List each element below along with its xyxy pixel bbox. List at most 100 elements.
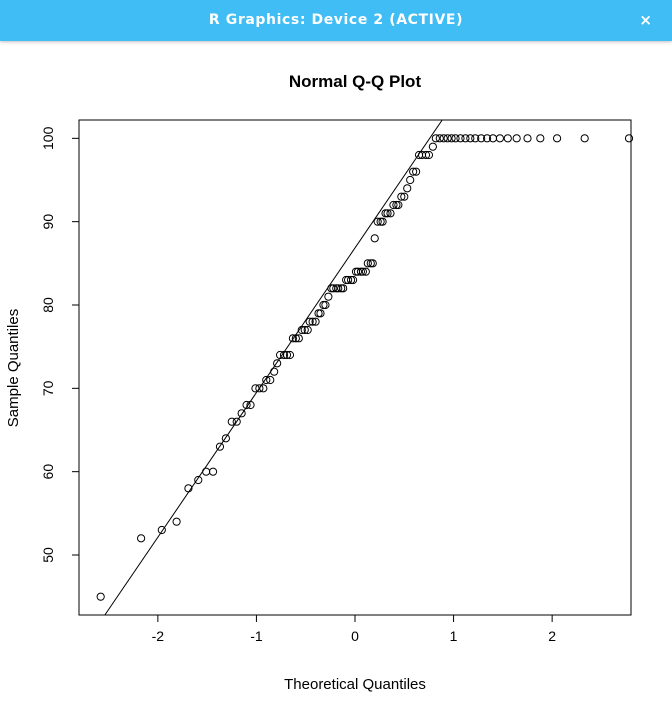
data-point <box>270 367 279 376</box>
data-point <box>184 484 193 493</box>
y-tick-label: 100 <box>40 126 56 150</box>
data-point <box>431 134 440 143</box>
data-point <box>266 375 275 385</box>
axes: -2 -1 0 1 2 50 60 70 80 90 100 <box>40 126 556 644</box>
data-point <box>227 417 236 426</box>
data-point <box>215 442 225 451</box>
data-point <box>443 134 452 143</box>
data-point <box>409 167 418 176</box>
data-point <box>300 325 309 335</box>
data-point <box>389 200 398 210</box>
x-tick-label: -1 <box>250 628 263 644</box>
window-title: R Graphics: Device 2 (ACTIVE) <box>208 12 464 28</box>
data-point <box>424 150 434 160</box>
data-point <box>262 375 271 385</box>
data-point <box>337 284 346 293</box>
data-point <box>344 275 353 285</box>
data-point <box>482 134 492 143</box>
data-point <box>406 175 415 185</box>
data-point <box>334 284 343 293</box>
y-tick-label: 80 <box>40 297 56 313</box>
data-point <box>451 134 460 143</box>
data-point <box>242 400 251 410</box>
data-point <box>580 134 589 143</box>
data-point <box>288 334 297 343</box>
data-point <box>314 309 323 318</box>
data-point <box>311 317 320 326</box>
data-point <box>353 267 363 276</box>
plot-frame <box>78 119 632 616</box>
data-point <box>329 284 338 293</box>
data-point <box>221 434 230 443</box>
x-tick-label: 1 <box>450 628 458 644</box>
close-icon[interactable]: × <box>639 11 652 29</box>
x-tick-label: 2 <box>548 628 556 644</box>
data-point <box>279 350 289 360</box>
data-point <box>194 475 203 485</box>
chart-title: Normal Q-Q Plot <box>289 72 422 91</box>
data-points <box>96 119 634 616</box>
data-point <box>282 350 292 360</box>
data-point <box>273 359 282 368</box>
y-axis-label: Sample Quantiles <box>5 309 22 427</box>
data-point <box>383 209 392 218</box>
data-point <box>378 217 387 226</box>
data-point <box>536 134 545 143</box>
data-point <box>394 200 403 210</box>
data-point <box>386 209 395 218</box>
y-tick-label: 70 <box>40 380 56 396</box>
data-point <box>368 259 377 268</box>
data-point <box>96 592 105 601</box>
data-point <box>157 525 166 535</box>
data-point <box>251 384 260 393</box>
data-point <box>339 284 348 293</box>
data-point <box>137 534 146 543</box>
data-point <box>512 134 521 143</box>
data-point <box>303 325 312 335</box>
data-point <box>552 134 562 143</box>
data-point <box>428 142 437 151</box>
data-point <box>321 300 330 310</box>
data-point <box>381 209 390 218</box>
data-point <box>255 384 264 393</box>
data-point <box>348 275 358 285</box>
data-point <box>471 134 480 143</box>
x-axis-label: Theoretical Quantiles <box>284 676 426 693</box>
data-point <box>370 234 379 243</box>
data-point <box>461 134 470 143</box>
data-point <box>259 384 268 393</box>
data-point <box>237 409 246 418</box>
data-point <box>495 134 504 143</box>
data-point <box>294 334 303 343</box>
y-tick-label: 60 <box>40 464 56 480</box>
data-point <box>172 517 181 526</box>
data-point <box>285 350 295 360</box>
data-point <box>324 292 333 301</box>
y-tick-label: 90 <box>40 214 56 230</box>
data-point <box>316 309 325 318</box>
data-point <box>346 275 356 285</box>
data-point <box>356 267 366 276</box>
data-point <box>392 200 401 210</box>
data-point <box>503 134 512 143</box>
data-point <box>208 467 218 476</box>
data-point <box>421 150 431 160</box>
data-point <box>624 134 634 143</box>
data-point <box>291 334 300 343</box>
data-point <box>363 259 372 268</box>
data-point <box>447 134 456 143</box>
data-point <box>366 259 375 268</box>
data-point <box>297 325 306 335</box>
data-point <box>412 167 421 176</box>
data-point <box>202 467 211 476</box>
data-point <box>308 317 317 326</box>
x-tick-label: 0 <box>351 628 359 644</box>
window-titlebar: R Graphics: Device 2 (ACTIVE) × <box>0 0 672 41</box>
data-point <box>246 400 255 410</box>
data-point <box>305 317 314 326</box>
data-point <box>319 300 328 310</box>
x-tick-label: -2 <box>152 628 165 644</box>
data-point <box>361 267 370 276</box>
qq-plot: Normal Q-Q Plot Theoretical Quantiles Sa… <box>5 72 634 693</box>
data-point <box>376 217 385 226</box>
